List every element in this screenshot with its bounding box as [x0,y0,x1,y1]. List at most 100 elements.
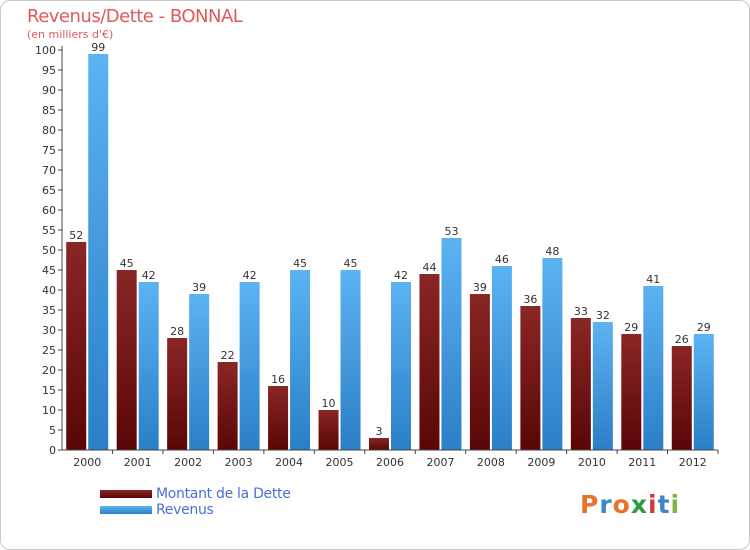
data-label-dette: 39 [473,281,487,294]
data-label-revenus: 42 [394,269,408,282]
y-tick-label: 40 [42,284,56,297]
data-label-revenus: 48 [545,245,559,258]
y-tick-label: 60 [42,204,56,217]
data-label-dette: 16 [271,373,285,386]
y-tick-label: 50 [42,244,56,257]
data-label-dette: 29 [624,321,638,334]
y-tick-label: 80 [42,124,56,137]
y-tick-label: 25 [42,344,56,357]
chart-title: Revenus/Dette - BONNAL [27,6,243,27]
x-tick-label: 2012 [679,456,707,469]
bar-dette [671,346,692,450]
bar-dette [268,386,289,450]
logo-letter: x [630,490,648,519]
y-tick-label: 20 [42,364,56,377]
x-tick-label: 2002 [174,456,202,469]
x-tick-label: 2008 [477,456,505,469]
data-label-revenus: 42 [142,269,156,282]
data-label-revenus: 39 [192,281,206,294]
x-tick-label: 2005 [326,456,354,469]
x-tick-label: 2003 [225,456,253,469]
chart-unit-subtitle: (en milliers d'€) [27,28,114,41]
data-label-revenus: 32 [596,309,610,322]
y-tick-label: 95 [42,64,56,77]
y-tick-label: 5 [49,424,56,437]
x-axis: 2000 2001 2002 2003 2004 2005 2006 2007 2008 2009… [62,449,719,469]
data-label-revenus: 42 [243,269,257,282]
data-label-dette: 52 [69,229,83,242]
bar-dette [570,318,591,450]
y-tick-label: 90 [42,84,56,97]
y-tick-label: 75 [42,144,56,157]
x-tick-label: 2010 [578,456,606,469]
proxiti-logo: Proxiti [580,490,680,519]
bar-dette [520,306,541,450]
x-tick-label: 2006 [376,456,404,469]
data-label-dette: 44 [422,261,436,274]
data-label-dette: 26 [675,333,689,346]
bar-revenus [88,54,109,450]
legend-swatch-dette [100,490,152,498]
y-tick-label: 30 [42,324,56,337]
bar-revenus [592,322,613,450]
data-label-revenus: 29 [697,321,711,334]
data-label-dette: 3 [376,425,383,438]
data-label-revenus: 41 [646,273,660,286]
y-tick-label: 100 [35,44,56,57]
bar-dette [469,294,490,450]
bar-dette [116,270,137,450]
logo-letter: o [612,490,631,519]
x-tick-label: 2009 [527,456,555,469]
y-tick-label: 55 [42,224,56,237]
bar-revenus [693,334,714,450]
data-label-revenus: 46 [495,253,509,266]
bar-dette [167,338,188,450]
y-tick-label: 10 [42,404,56,417]
x-tick-label: 2004 [275,456,303,469]
bar-revenus [542,258,563,450]
x-tick-label: 2007 [426,456,454,469]
bar-revenus [643,286,664,450]
y-tick-label: 85 [42,104,56,117]
bar-dette [621,334,642,450]
bar-group: 52 99 45 42 28 39 22 42 16 45 10 45 3 42 44 53 39 46 36 48 3… [66,41,714,450]
data-label-dette: 28 [170,325,184,338]
bar-revenus [138,282,159,450]
y-tick-label: 35 [42,304,56,317]
bar-revenus [290,270,311,450]
legend-label-dette: Montant de la Dette [156,486,291,502]
data-label-dette: 45 [120,257,134,270]
y-tick-label: 65 [42,184,56,197]
data-label-revenus: 53 [444,225,458,238]
data-label-revenus: 45 [344,257,358,270]
bar-dette [419,274,440,450]
bar-revenus [391,282,411,450]
bar-dette [369,438,389,450]
x-tick-label: 2001 [124,456,152,469]
bar-revenus [340,270,361,450]
y-tick-label: 0 [49,444,56,457]
bar-dette [318,410,339,450]
y-axis: 0 5 10 15 20 25 30 35 40 45 50 55 60 65 70 75 80 85 90 95 10… [35,44,63,457]
logo-letter: t [657,490,671,519]
legend-label-revenus: Revenus [156,502,214,518]
data-label-revenus: 45 [293,257,307,270]
data-label-dette: 22 [221,349,235,362]
bar-revenus [239,282,260,450]
data-label-dette: 36 [523,293,537,306]
data-label-dette: 33 [574,305,588,318]
data-label-dette: 10 [322,397,336,410]
bar-revenus [189,294,210,450]
legend-swatch-revenus [100,506,152,514]
x-tick-label: 2000 [73,456,101,469]
data-label-revenus: 99 [91,41,105,54]
bar-revenus [441,238,462,450]
bar-dette [217,362,238,450]
bar-dette [66,242,87,450]
x-tick-label: 2011 [628,456,656,469]
y-tick-label: 45 [42,264,56,277]
bar-revenus [491,266,512,450]
y-tick-label: 70 [42,164,56,177]
logo-letter: i [648,490,658,519]
